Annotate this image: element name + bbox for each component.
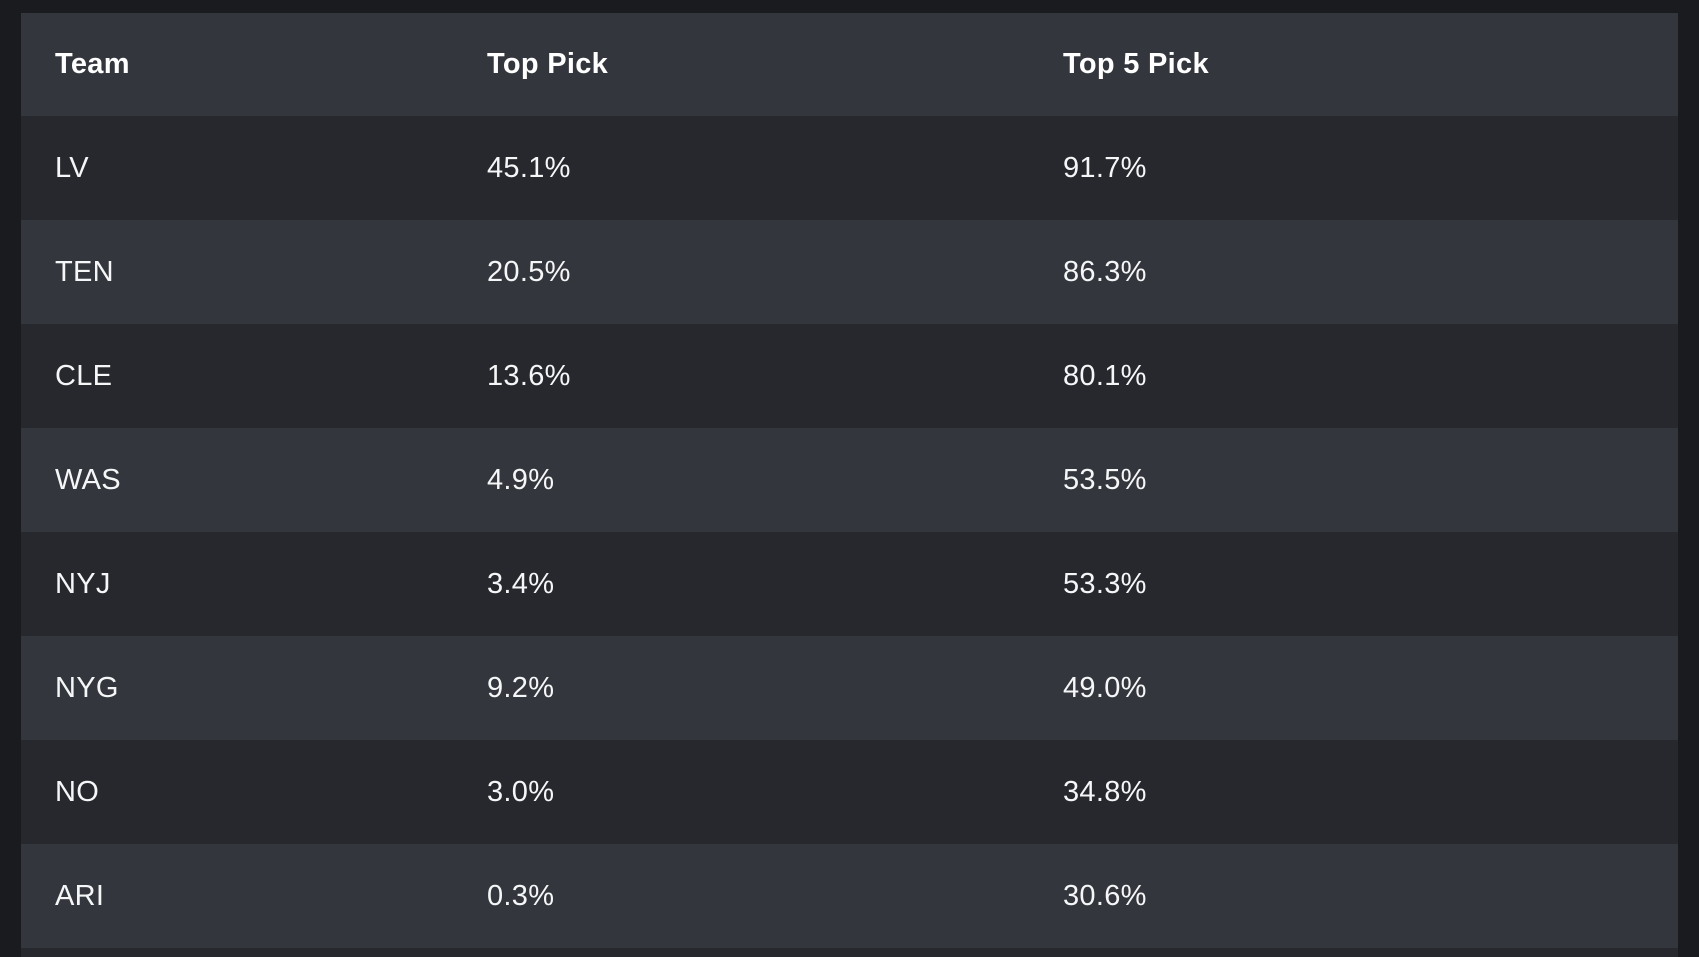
table-header-row: Team Top Pick Top 5 Pick	[21, 13, 1678, 116]
top-pick-cell: 3.0%	[487, 775, 555, 808]
table-row: NYG 9.2% 49.0%	[21, 636, 1678, 740]
top5-pick-cell: 53.3%	[1063, 567, 1147, 600]
column-header-top5-pick: Top 5 Pick	[1063, 48, 1209, 80]
column-header-top-pick: Top Pick	[487, 48, 609, 80]
team-cell: CLE	[55, 359, 113, 392]
table-row: CLE 13.6% 80.1%	[21, 324, 1678, 428]
top-pick-cell: 0.3%	[487, 879, 555, 912]
top-pick-cell: 13.6%	[487, 359, 571, 392]
top-pick-cell: 4.9%	[487, 463, 555, 496]
top5-pick-cell: 86.3%	[1063, 255, 1147, 288]
team-cell: LV	[55, 151, 89, 184]
team-cell: NO	[55, 775, 100, 808]
team-cell: TEN	[55, 255, 114, 288]
team-cell: ARI	[55, 879, 105, 912]
top5-pick-cell: 53.5%	[1063, 463, 1147, 496]
table-row: NYJ 3.4% 53.3%	[21, 532, 1678, 636]
table-row: NO 3.0% 34.8%	[21, 740, 1678, 844]
top5-pick-cell: 30.6%	[1063, 879, 1147, 912]
team-cell: NYG	[55, 671, 119, 704]
top-pick-cell: 45.1%	[487, 151, 571, 184]
top-pick-cell: 9.2%	[487, 671, 555, 704]
top5-pick-cell: 34.8%	[1063, 775, 1147, 808]
team-cell: NYJ	[55, 567, 111, 600]
top-pick-cell: 20.5%	[487, 255, 571, 288]
top5-pick-cell: 80.1%	[1063, 359, 1147, 392]
table-row-clipped	[21, 948, 1678, 957]
table-row: ARI 0.3% 30.6%	[21, 844, 1678, 948]
draft-odds-table: Team Top Pick Top 5 Pick LV 45.1% 91.7% …	[21, 13, 1678, 957]
top-pick-cell: 3.4%	[487, 567, 555, 600]
team-cell: WAS	[55, 463, 121, 496]
top5-pick-cell: 91.7%	[1063, 151, 1147, 184]
table-row: WAS 4.9% 53.5%	[21, 428, 1678, 532]
table-row: LV 45.1% 91.7%	[21, 116, 1678, 220]
top5-pick-cell: 49.0%	[1063, 671, 1147, 704]
column-header-team: Team	[55, 48, 130, 80]
table-row: TEN 20.5% 86.3%	[21, 220, 1678, 324]
